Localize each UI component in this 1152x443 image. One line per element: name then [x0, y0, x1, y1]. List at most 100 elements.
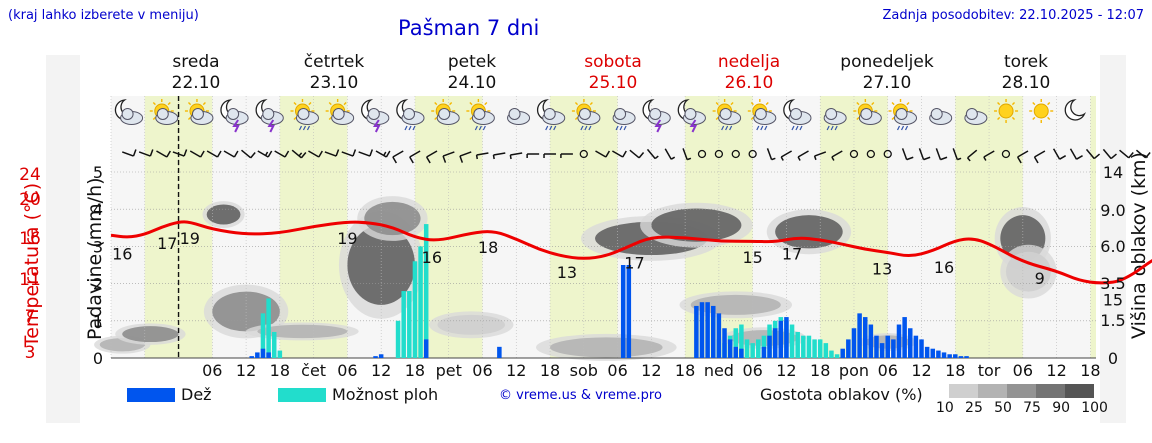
cloud-shape: [965, 108, 978, 120]
sun-ray: [715, 102, 719, 106]
density-tick: 10: [936, 400, 954, 416]
wind-barb-flag: [132, 149, 137, 157]
rain-bar: [851, 328, 857, 358]
wind-barb-flag: [149, 149, 154, 157]
wind-barb: [493, 152, 506, 156]
wind-barb: [766, 148, 773, 160]
rain-bar: [778, 320, 784, 358]
rain-bar: [919, 339, 924, 358]
sun-cloud-icon: [431, 99, 460, 125]
sun-ray: [449, 102, 453, 106]
shower-bar: [829, 350, 834, 358]
wind-barb: [426, 150, 438, 158]
wind-barb-flag: [352, 149, 357, 157]
rain-drop: [764, 125, 768, 131]
rain-drop: [826, 125, 830, 131]
sun-ray: [1032, 102, 1036, 106]
rain-drop: [623, 125, 627, 131]
wind-barb: [646, 148, 656, 160]
cloud-rain-icon: [823, 108, 847, 131]
shower-bar: [744, 339, 750, 358]
day-header: četrtek 23.10: [303, 52, 365, 93]
sun-ray: [469, 102, 473, 106]
rain-bar: [711, 305, 716, 358]
wind-barb-flag: [409, 156, 414, 164]
density-tick: 25: [965, 400, 983, 416]
sun-ray: [750, 102, 754, 106]
rain-bar: [784, 317, 789, 358]
rain-drop: [482, 125, 486, 131]
cloud-rain-icon: [612, 108, 636, 131]
day-tick: sob: [570, 361, 598, 380]
rain-bar: [266, 352, 271, 358]
rain-drop: [478, 125, 482, 131]
cloud-shape: [297, 108, 310, 120]
sun-cloud-icon: [325, 99, 355, 125]
temperature-label: 16: [422, 248, 442, 267]
cloud-shape: [895, 108, 908, 120]
shower-bar: [277, 350, 283, 358]
sun-ray: [1011, 102, 1016, 106]
moon-cloud-icon: [114, 99, 144, 125]
temperature-label: 16: [112, 244, 132, 263]
cloud-density-scale: [949, 384, 1094, 398]
rain-drop: [729, 125, 733, 131]
wind-barb-flag: [509, 154, 512, 160]
cloud-shape: [754, 108, 767, 120]
wind-barb: [308, 150, 320, 158]
wind-barb-flag: [298, 152, 303, 157]
region-hint-link[interactable]: (kraj lahko izberete v meniju): [8, 8, 199, 23]
day-header: nedelja 26.10: [717, 52, 781, 93]
shower-bar: [733, 328, 739, 358]
precip-tick: 5: [93, 163, 103, 182]
wind-barb-flag: [335, 149, 340, 157]
cloud-shape: [367, 108, 380, 120]
shower-bar: [412, 261, 418, 358]
cloud-shape: [191, 108, 204, 120]
sun-ray: [891, 116, 895, 120]
wind-barb-flag: [940, 156, 948, 161]
day-tick: tor: [978, 361, 1001, 380]
hour-tick: 06: [202, 361, 222, 380]
lightning: [267, 119, 275, 133]
last-updated: Zadnja posodobitev: 22.10.2025 - 12:07: [882, 8, 1144, 23]
rain-drop: [404, 125, 408, 131]
cloud-shape: [930, 108, 943, 120]
wind-barb-flag: [267, 150, 273, 158]
rain-bar: [857, 313, 862, 358]
credit-link[interactable]: © vreme.us & vreme.pro: [499, 388, 662, 403]
sun-ray: [293, 116, 297, 120]
temp-tick: 3: [24, 343, 36, 364]
hour-tick: 18: [810, 361, 830, 380]
cloud-shape: [227, 108, 240, 120]
hour-tick: 12: [911, 361, 931, 380]
wind-barb-flag: [622, 150, 627, 158]
wind-calm: [731, 149, 740, 159]
rain-bar: [885, 335, 890, 358]
wind-barb: [291, 149, 302, 159]
rain-bar: [902, 317, 907, 358]
temperature-label: 13: [557, 263, 577, 282]
rain-drop: [553, 125, 557, 131]
density-swatch-25: [949, 384, 978, 398]
wind-barb: [156, 150, 168, 158]
wind-barb: [442, 151, 455, 157]
shower-bar: [271, 331, 277, 358]
day-tick: čet: [301, 361, 326, 380]
wind-barb: [831, 150, 843, 158]
hour-tick: 12: [776, 361, 796, 380]
wind-barb: [223, 150, 235, 158]
cloud-height-tick: 0: [1108, 349, 1118, 368]
rain-bar: [964, 356, 969, 358]
rain-drop: [791, 125, 795, 131]
sun-ray: [1011, 116, 1016, 120]
rain-bar: [423, 339, 429, 358]
shower-bar: [806, 335, 812, 358]
wind-barb-flag: [300, 152, 307, 159]
hour-tick: 18: [405, 361, 425, 380]
rain-bar: [924, 346, 930, 358]
rain-swatch: [127, 388, 175, 402]
wind-barb: [814, 151, 827, 157]
cloud-layer: [437, 314, 505, 335]
cloud-shape: [614, 108, 627, 120]
